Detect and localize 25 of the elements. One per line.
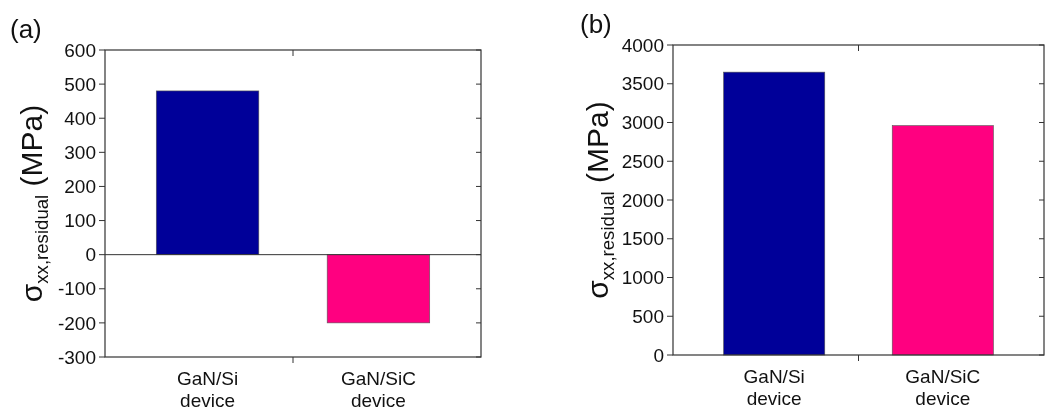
y-tick-label: 500 bbox=[632, 305, 664, 327]
y-tick-label: 0 bbox=[85, 244, 96, 266]
chart-title: (a) bbox=[10, 14, 42, 44]
y-tick-label: -200 bbox=[57, 312, 96, 334]
y-tick-label: 100 bbox=[64, 210, 96, 232]
y-tick-label: 3500 bbox=[621, 73, 664, 95]
y-tick-label: 1500 bbox=[621, 228, 664, 250]
x-tick-label: GaN/Si device bbox=[176, 368, 239, 411]
x-tick-label: GaN/Si device bbox=[743, 366, 805, 409]
y-tick-label: 600 bbox=[64, 39, 96, 61]
y-tick-label: 500 bbox=[64, 73, 96, 95]
y-tick-label: 200 bbox=[64, 176, 96, 198]
y-tick-label: 3000 bbox=[621, 112, 664, 134]
y-tick-label: 0 bbox=[653, 344, 664, 366]
x-tick-label: GaN/SiC device bbox=[905, 366, 981, 409]
y-tick-label: 2000 bbox=[621, 189, 664, 211]
y-tick-label: 4000 bbox=[621, 34, 664, 56]
y-tick-label: -300 bbox=[57, 346, 96, 368]
y-tick-label: 400 bbox=[64, 107, 96, 129]
y-tick-label: 2500 bbox=[621, 150, 664, 172]
y-tick-label: -100 bbox=[57, 278, 96, 300]
y-tick-label: 1000 bbox=[621, 267, 664, 289]
chart-title: (b) bbox=[580, 9, 612, 39]
x-tick-label: GaN/SiC device bbox=[340, 368, 416, 411]
y-tick-label: 300 bbox=[64, 141, 96, 163]
